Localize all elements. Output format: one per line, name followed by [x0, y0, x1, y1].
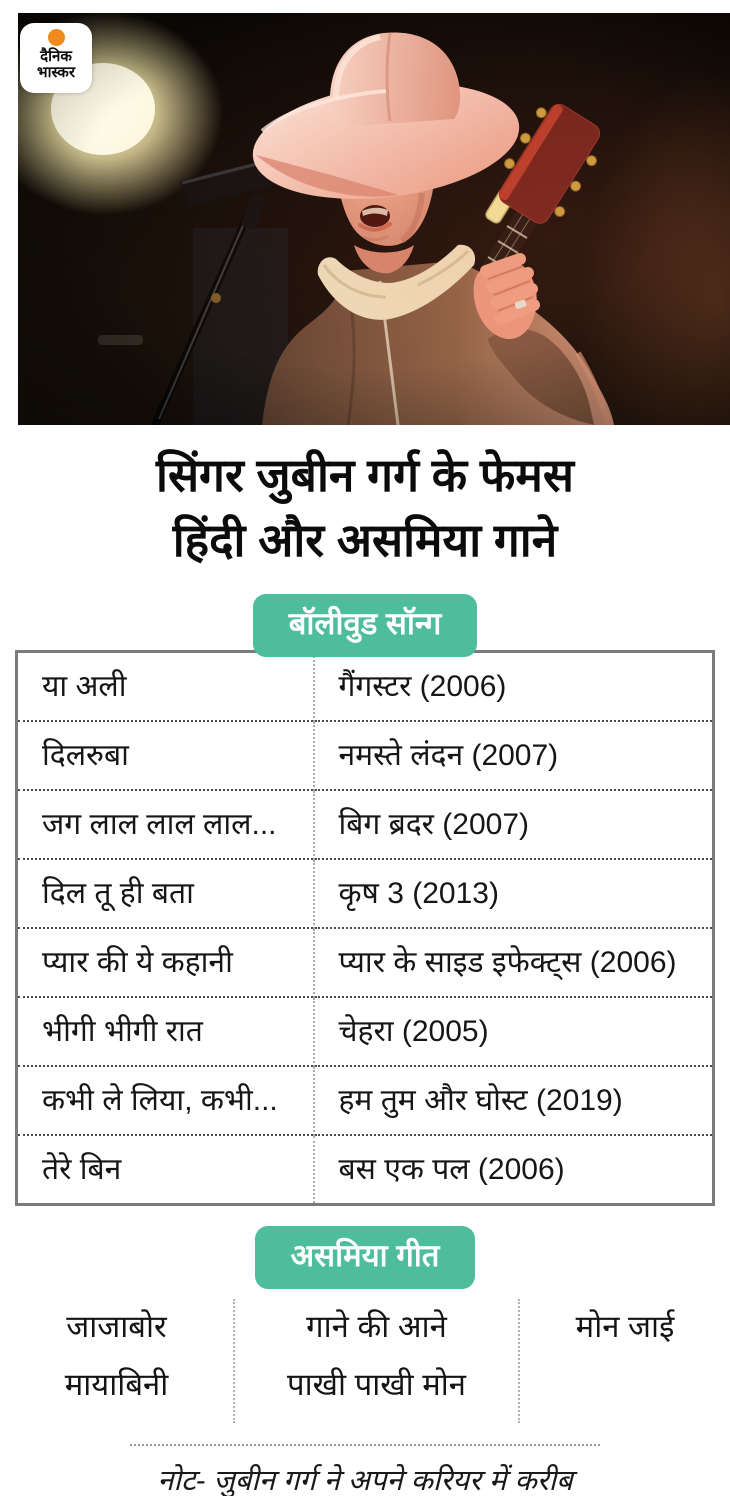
- table-row: तेरे बिन बस एक पल (2006): [16, 1133, 714, 1205]
- table-row: भीगी भीगी रात चेहरा (2005): [16, 995, 714, 1066]
- song-cell: या अली: [16, 651, 315, 721]
- logo-text-line1: दैनिक: [40, 48, 72, 65]
- assamese-column-2: गाने की आने पाखी पाखी मोन: [233, 1298, 520, 1423]
- song-cell: भीगी भीगी रात: [16, 995, 315, 1066]
- title-line-2: हिंदी और असमिया गाने: [172, 514, 558, 567]
- song-cell: दिलरुबा: [16, 719, 315, 790]
- bollywood-songs-table: या अली गैंगस्टर (2006) दिलरुबा नमस्ते लं…: [15, 649, 715, 1206]
- assamese-song: गाने की आने: [306, 1308, 447, 1344]
- song-cell: जग लाल लाल लाल...: [16, 788, 315, 859]
- vignette: [18, 13, 730, 425]
- sun-icon: [47, 29, 65, 46]
- hero-photo: दैनिक भास्कर: [18, 13, 730, 425]
- assamese-song: पाखी पाखी मोन: [286, 1366, 467, 1402]
- assamese-song: मायाबिनी: [64, 1366, 169, 1402]
- bollywood-badge: बॉलीवुड सॉन्ग: [252, 593, 478, 657]
- film-cell: नमस्ते लंदन (2007): [313, 719, 714, 790]
- table-row: दिल तू ही बता कृष 3 (2013): [16, 857, 714, 928]
- film-cell: हम तुम और घोस्ट (2019): [313, 1064, 714, 1135]
- film-cell: बिग ब्रदर (2007): [313, 788, 714, 859]
- assamese-song: जाजाबोर: [66, 1308, 167, 1344]
- film-cell: कृष 3 (2013): [313, 857, 714, 928]
- table-row: जग लाल लाल लाल... बिग ब्रदर (2007): [16, 788, 714, 859]
- assamese-song: मोन जाई: [575, 1308, 675, 1344]
- logo-text-line2: भास्कर: [37, 64, 75, 82]
- table-row: दिलरुबा नमस्ते लंदन (2007): [16, 719, 714, 790]
- note-divider: [130, 1443, 600, 1446]
- concert-scene: [18, 13, 730, 425]
- film-cell: प्यार के साइड इफेक्ट्स (2006): [313, 926, 714, 997]
- film-cell: बस एक पल (2006): [313, 1133, 714, 1205]
- table-row: या अली गैंगस्टर (2006): [16, 651, 714, 721]
- title-line-1: सिंगर जुबीन गर्ग के फेमस: [156, 449, 574, 501]
- page-title: सिंगर जुबीन गर्ग के फेमस हिंदी और असमिया…: [0, 443, 730, 574]
- table-row: प्यार की ये कहानी प्यार के साइड इफेक्ट्स…: [16, 926, 714, 997]
- film-cell: चेहरा (2005): [313, 995, 714, 1066]
- footer-note: नोट- जुबीन गर्ग ने अपने करियर में करीब 4…: [0, 1459, 730, 1496]
- table-row: कभी ले लिया, कभी... हम तुम और घोस्ट (201…: [16, 1064, 714, 1135]
- assamese-badge: असमिया गीत: [254, 1225, 476, 1289]
- assamese-column-1: जाजाबोर मायाबिनी: [0, 1299, 233, 1423]
- song-cell: तेरे बिन: [16, 1133, 315, 1205]
- assamese-songs-grid: जाजाबोर मायाबिनी गाने की आने पाखी पाखी म…: [0, 1298, 730, 1423]
- song-cell: कभी ले लिया, कभी...: [16, 1064, 315, 1135]
- film-cell: गैंगस्टर (2006): [338, 669, 507, 703]
- song-cell: दिल तू ही बता: [16, 857, 315, 928]
- assamese-column-3: मोन जाई: [520, 1299, 730, 1423]
- song-cell: प्यार की ये कहानी: [16, 926, 315, 997]
- dainik-bhaskar-logo: दैनिक भास्कर: [20, 23, 92, 93]
- note-line-1: नोट- जुबीन गर्ग ने अपने करियर में करीब: [157, 1464, 573, 1496]
